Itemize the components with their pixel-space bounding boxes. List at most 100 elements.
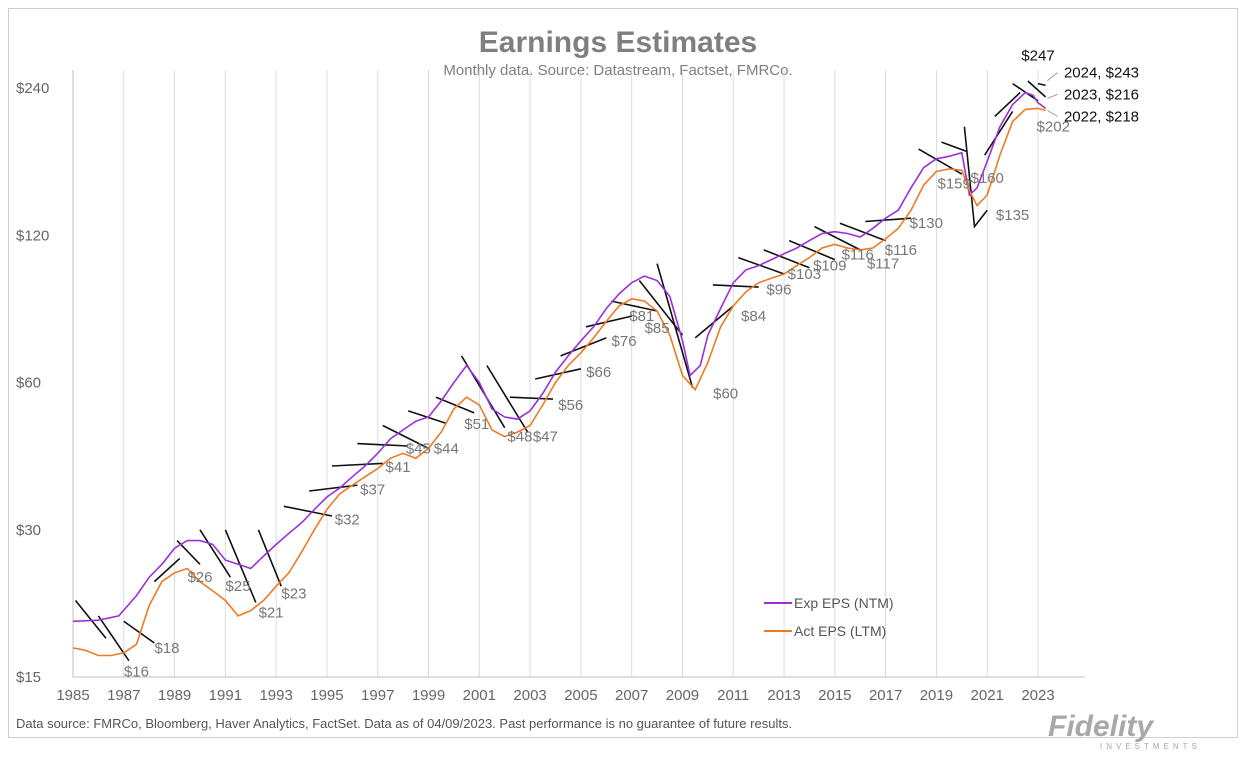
- x-tick-label: 1993: [259, 687, 292, 704]
- value-label: $45: [406, 440, 431, 457]
- value-label: $16: [124, 663, 149, 680]
- value-label: $116: [885, 242, 917, 259]
- x-tick-label: 2013: [767, 687, 800, 704]
- value-label: $37: [360, 481, 385, 498]
- x-tick-label: 2017: [869, 687, 902, 704]
- forecast-path: [941, 141, 968, 153]
- value-label: $84: [741, 308, 766, 325]
- chart-frame: [8, 8, 1238, 738]
- value-label: $117: [867, 256, 899, 273]
- forecast-path: [788, 239, 836, 261]
- forecast-path: [984, 110, 1014, 156]
- legend-label-exp-eps-ntm: Exp EPS (NTM): [794, 595, 894, 611]
- value-label: $116: [842, 247, 874, 264]
- forecast-path: [611, 300, 658, 312]
- value-label: $135: [996, 207, 1029, 224]
- x-tick-label: 1989: [158, 687, 191, 704]
- callout-label: 2023, $216: [1064, 86, 1139, 103]
- value-annotations: $16$18$26$25$21$23$32$37$41$45 $44$51$48 $…: [124, 119, 1070, 681]
- x-tick-label: 1987: [107, 687, 140, 704]
- value-label: $48: [507, 429, 532, 446]
- forecast-path: [224, 529, 257, 603]
- value-label: $85: [645, 320, 670, 337]
- y-tick-label: $15: [16, 669, 41, 686]
- legend: Exp EPS (NTM) Act EPS (LTM): [764, 595, 894, 639]
- x-tick-label: 2015: [818, 687, 851, 704]
- callout-leader: [1047, 93, 1058, 99]
- x-tick-label: 2001: [463, 687, 496, 704]
- forecast-path: [763, 249, 810, 269]
- axes: 1985 1987 1989 1991 1993 1995 1997 1999 2001 2003…: [16, 70, 1085, 704]
- series-line-act-eps-ltm: [72, 107, 1046, 657]
- x-tick-label: 1999: [412, 687, 445, 704]
- chart-title: Earnings Estimates: [479, 26, 757, 59]
- value-label: $25: [226, 578, 251, 595]
- x-tick-label: 1997: [361, 687, 394, 704]
- forecast-path: [963, 126, 988, 229]
- x-tick-label: 2007: [615, 687, 648, 704]
- forecast-path: [74, 599, 107, 639]
- chart-subtitle: Monthly data. Source: Datastream, Factse…: [443, 62, 792, 79]
- series-lines: [72, 91, 1047, 657]
- value-label: $130: [910, 215, 943, 232]
- x-tick-label: 2009: [666, 687, 699, 704]
- fidelity-logo: Fidelity: [1048, 710, 1154, 743]
- callout-label: $247: [1021, 47, 1054, 64]
- value-label: $32: [335, 511, 360, 528]
- forecast-path: [712, 284, 759, 288]
- forecast-path: [1027, 80, 1047, 98]
- forecast-path: [331, 462, 383, 467]
- forecast-path: [486, 365, 529, 433]
- value-label: $66: [586, 364, 611, 381]
- forecast-path: [814, 225, 861, 251]
- value-label: $21: [259, 605, 284, 622]
- value-label: $109: [813, 258, 846, 275]
- forecast-path: [199, 529, 232, 578]
- x-tick-label: 2023: [1021, 687, 1054, 704]
- y-tick-label: $60: [16, 375, 41, 392]
- x-tick-label: 2011: [717, 687, 749, 704]
- value-label: $76: [612, 333, 637, 350]
- value-label: $23: [281, 586, 306, 603]
- forecast-path: [535, 368, 582, 380]
- value-label: $96: [766, 281, 791, 298]
- legend-label-act-eps-ltm: Act EPS (LTM): [794, 623, 886, 639]
- forecast-paths: [74, 80, 1047, 662]
- x-tick-label: 2005: [564, 687, 597, 704]
- callout-leader: [1047, 72, 1058, 82]
- forecast-path: [309, 484, 358, 492]
- forecast-path: [123, 620, 155, 644]
- y-tick-label: $120: [16, 227, 49, 244]
- forecast-path: [994, 91, 1021, 117]
- footer-note: Data source: FMRCo, Bloomberg, Haver Ana…: [16, 716, 793, 731]
- value-label: $44: [434, 440, 459, 457]
- x-tick-label: 1995: [310, 687, 343, 704]
- callout-leader: [1047, 109, 1058, 117]
- value-label: $103: [788, 266, 821, 283]
- forecast-path: [865, 217, 912, 223]
- forecast-path: [357, 442, 409, 447]
- forecast-path: [1037, 82, 1046, 87]
- value-label: $81: [629, 308, 654, 325]
- y-tick-label: $30: [16, 522, 41, 539]
- value-label: $26: [187, 569, 212, 586]
- forecast-path: [257, 529, 282, 587]
- y-tick-label: $240: [16, 80, 49, 97]
- x-tick-label: 1991: [209, 687, 242, 704]
- value-label: $41: [386, 459, 411, 476]
- forecast-path: [839, 222, 886, 242]
- forecast-path: [560, 337, 607, 357]
- series-line-exp-eps-ntm: [72, 91, 1047, 623]
- callout-label: 2022, $218: [1064, 108, 1139, 125]
- value-label: $56: [558, 397, 583, 414]
- value-label: $51: [464, 416, 489, 433]
- value-label: $47: [533, 429, 558, 446]
- forecast-path: [656, 263, 694, 389]
- forecast-path: [283, 505, 333, 517]
- x-tick-label: 1985: [56, 687, 89, 704]
- value-label: $18: [154, 640, 179, 657]
- callout-labels: $247 2024, $243 2023, $216 2022, $218: [1021, 47, 1139, 125]
- callout-label: 2024, $243: [1064, 65, 1139, 82]
- x-tick-label: 2021: [971, 687, 1004, 704]
